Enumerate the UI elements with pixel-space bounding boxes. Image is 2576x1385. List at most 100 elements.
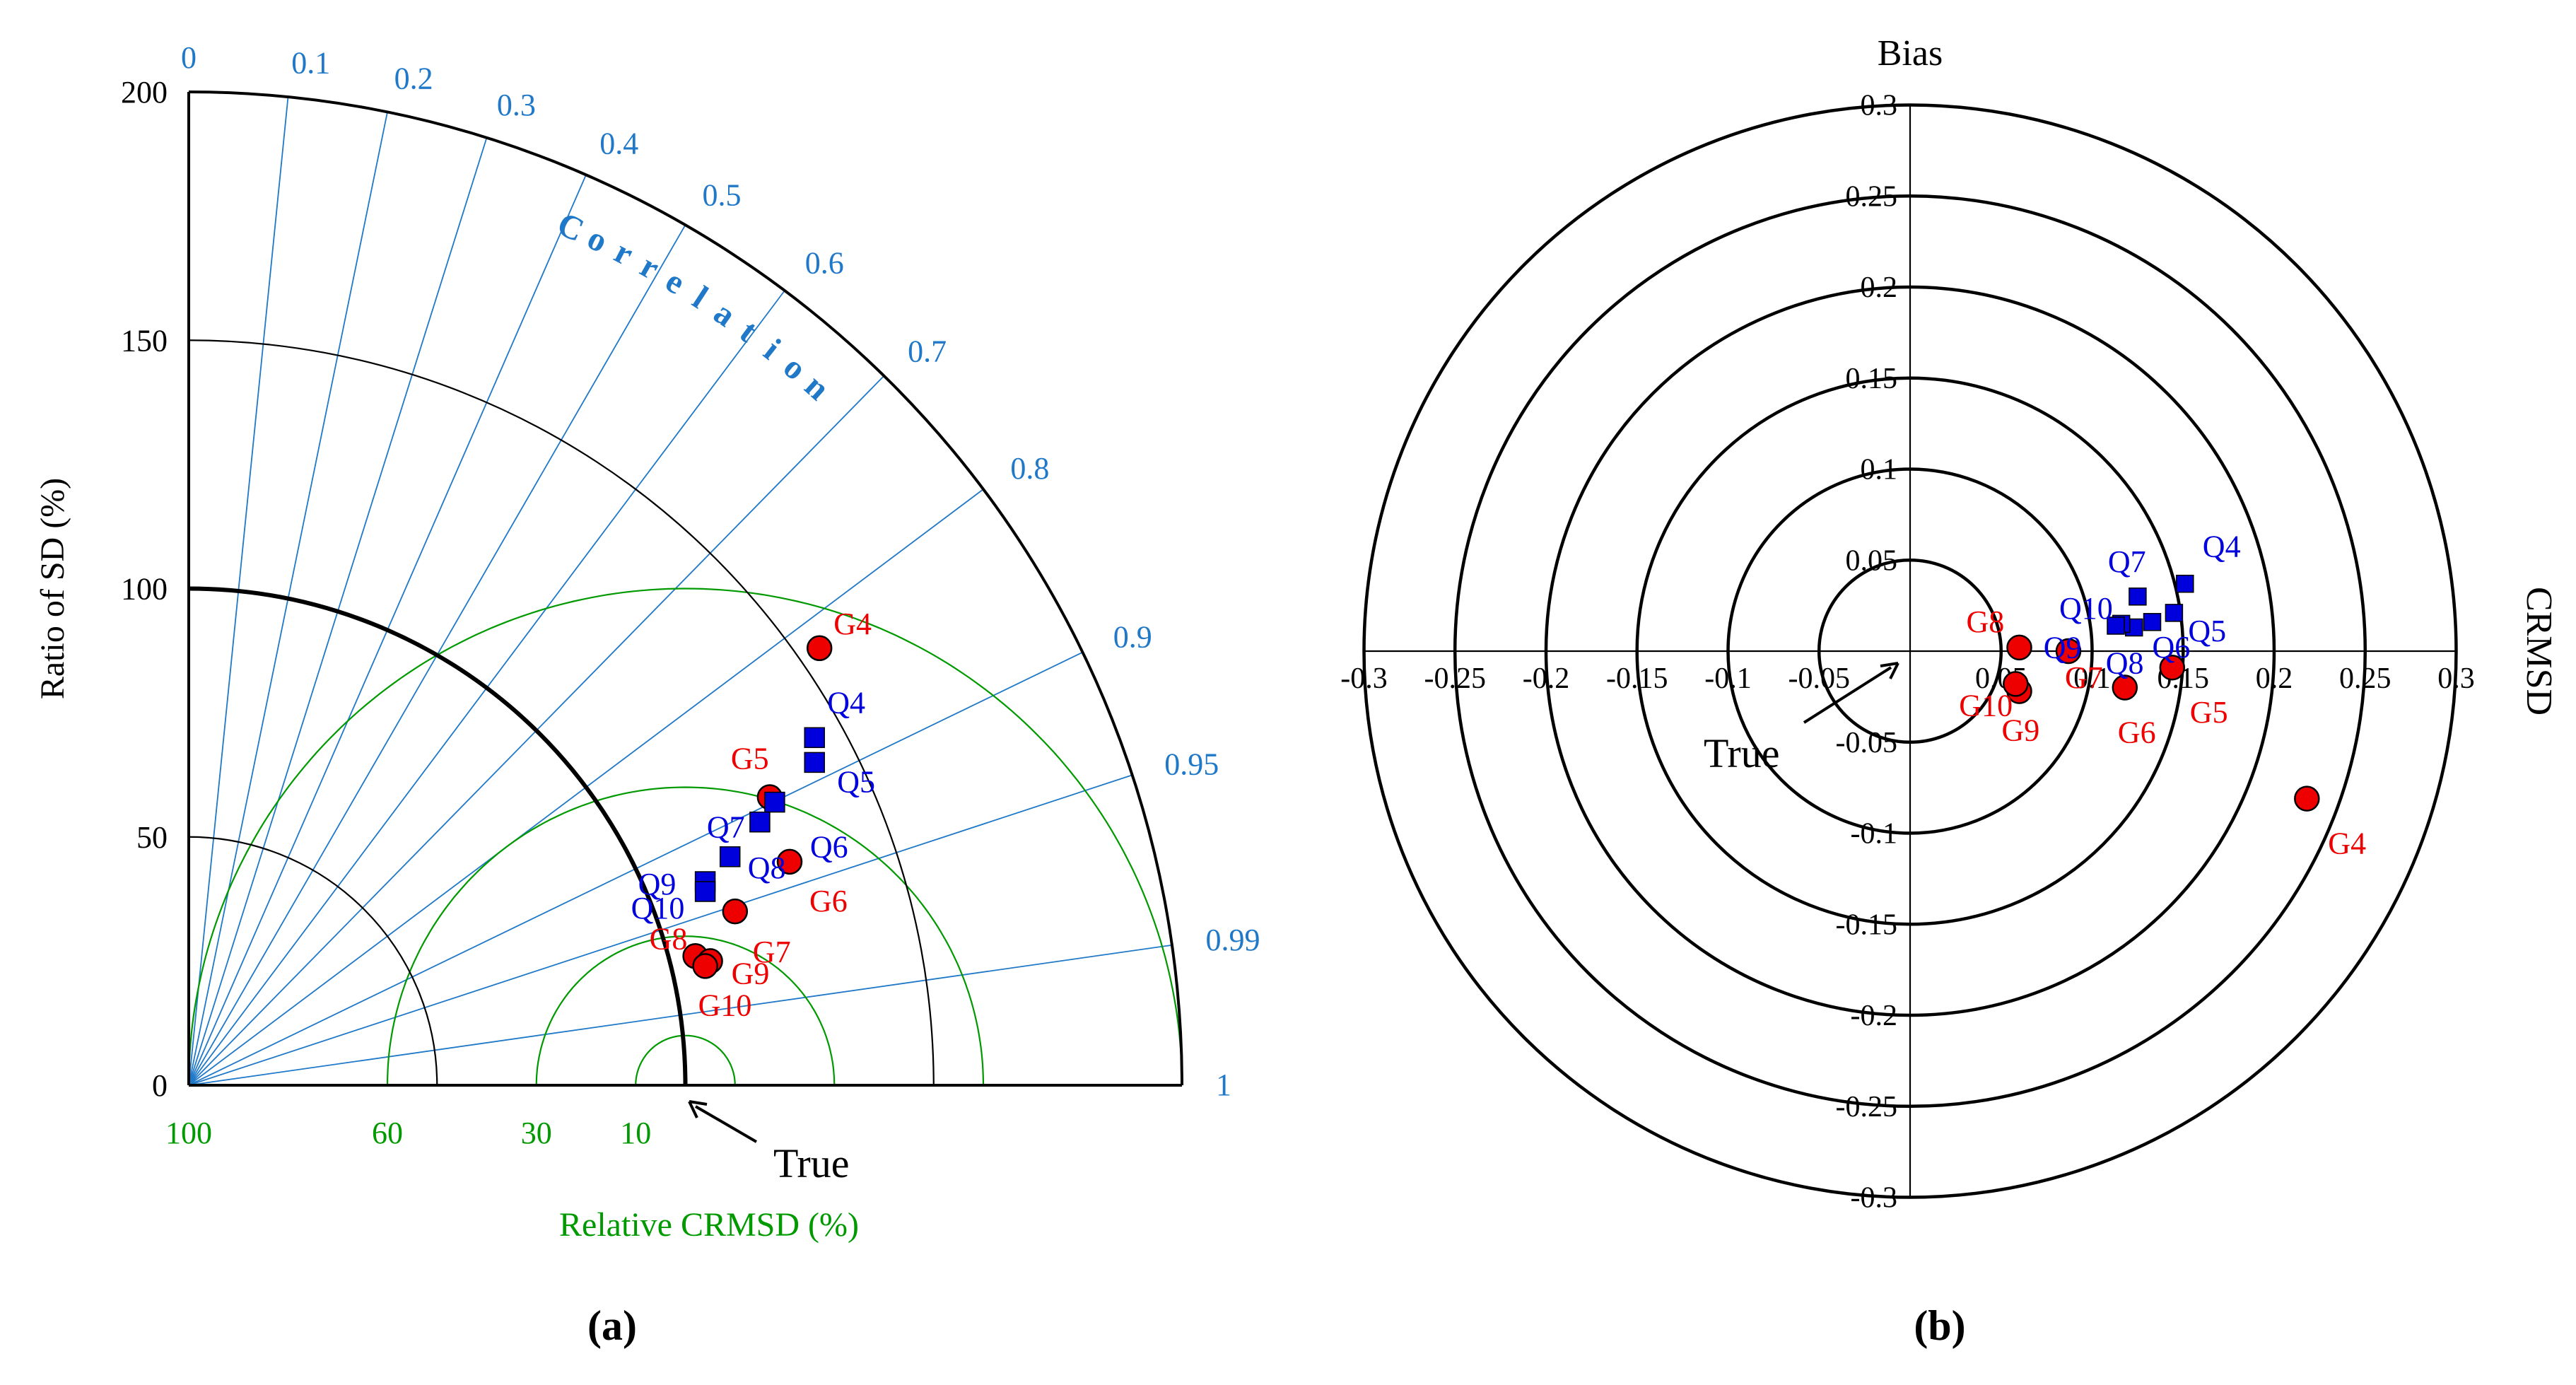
y-tick-label-0-3: 0.3 bbox=[1861, 90, 1898, 122]
sd-tick-label-150: 150 bbox=[121, 323, 168, 358]
target-point-q7 bbox=[2129, 588, 2147, 606]
y-tick-label-0-15: 0.15 bbox=[1846, 363, 1898, 395]
target-point-q4 bbox=[2176, 574, 2194, 593]
taylor-point-label-q9: Q9 bbox=[638, 867, 677, 901]
target-point-label-q8: Q8 bbox=[2106, 646, 2144, 681]
taylor-point-label-q4: Q4 bbox=[827, 685, 865, 720]
crmsd-axis-title: Relative CRMSD (%) bbox=[559, 1206, 859, 1244]
taylor-point-label-g7: G7 bbox=[753, 935, 791, 969]
taylor-point-label-q8: Q8 bbox=[748, 851, 786, 885]
target-point-label-g6: G6 bbox=[2118, 715, 2156, 750]
target-point-g10 bbox=[2003, 671, 2029, 697]
target-point-label-q4: Q4 bbox=[2203, 530, 2241, 564]
target-point-label-q9: Q9 bbox=[2044, 630, 2082, 665]
correlation-tick-label-0-95: 0.95 bbox=[1164, 747, 1219, 781]
taylor-point-label-g5: G5 bbox=[731, 742, 769, 776]
crmsd-tick-label-60: 60 bbox=[372, 1116, 403, 1150]
correlation-tick-label-0-9: 0.9 bbox=[1113, 620, 1152, 655]
y-tick-label-0-2: 0.2 bbox=[1861, 271, 1898, 304]
target-point-label-q5: Q5 bbox=[2188, 614, 2226, 648]
target-point-g7 bbox=[2055, 638, 2082, 665]
x-tick-label-0-15: -0.15 bbox=[1606, 662, 1668, 695]
taylor-point-label-g9: G9 bbox=[732, 956, 770, 990]
taylor-point-q7 bbox=[749, 811, 771, 833]
taylor-point-label-g10: G10 bbox=[698, 988, 752, 1022]
taylor-point-label-g6: G6 bbox=[809, 884, 848, 918]
target-point-g6 bbox=[2112, 674, 2138, 701]
target-point-label-g7: G7 bbox=[2065, 660, 2103, 695]
x-tick-label-0-25: -0.25 bbox=[1424, 662, 1487, 695]
true-arrow-shaft bbox=[694, 1105, 758, 1143]
y-tick-label-0-3: -0.3 bbox=[1851, 1182, 1898, 1215]
outer-arc bbox=[188, 90, 1183, 1086]
y-tick-label-0-2: -0.2 bbox=[1851, 1000, 1898, 1032]
y-tick-label-0-1: -0.1 bbox=[1851, 818, 1898, 851]
sd-tick-label-100: 100 bbox=[121, 572, 168, 607]
target-x-axis-title: CRMSD bbox=[2519, 587, 2559, 715]
true-label: True bbox=[773, 1140, 849, 1186]
target-point-label-g8: G8 bbox=[1967, 604, 2005, 639]
taylor-point-g7 bbox=[722, 898, 749, 925]
taylor-point-g10 bbox=[692, 953, 718, 979]
correlation-tick-label-1: 1 bbox=[1216, 1068, 1231, 1102]
x-tick-label-0-25: 0.25 bbox=[2339, 662, 2391, 695]
target-point-label-g9: G9 bbox=[2002, 713, 2040, 748]
sd-tick-label-200: 200 bbox=[121, 75, 168, 110]
target-point-label-g4: G4 bbox=[2328, 826, 2366, 861]
panel-b-caption: (b) bbox=[1914, 1302, 1965, 1349]
taylor-point-label-q6: Q6 bbox=[810, 830, 848, 865]
correlation-tick-label-0-1: 0.1 bbox=[291, 45, 330, 80]
taylor-diagram: 0 50 100 150 200 Ratio of SD (%) 0 0.1 0.2 0.3 0.4… bbox=[34, 40, 1260, 1244]
correlation-tick-label-0-3: 0.3 bbox=[497, 88, 536, 122]
crmsd-arc-30 bbox=[535, 935, 836, 1086]
target-point-g8 bbox=[2006, 634, 2032, 661]
correlation-tick-label-0: 0 bbox=[181, 40, 197, 75]
target-point-label-q6: Q6 bbox=[2153, 630, 2191, 665]
crmsd-arc-60 bbox=[386, 786, 985, 1086]
correlation-tick-label-0-6: 0.6 bbox=[805, 246, 844, 281]
y-tick-label-0-25: -0.25 bbox=[1836, 1091, 1898, 1123]
target-point-q5 bbox=[2165, 604, 2184, 622]
target-point-label-g10: G10 bbox=[1959, 688, 2013, 723]
x-tick-label-0-1: 0.1 bbox=[2073, 662, 2111, 695]
correlation-tick-label-0-8: 0.8 bbox=[1010, 451, 1049, 486]
correlation-tick-label-0-7: 0.7 bbox=[908, 334, 947, 368]
y-tick-label-0-05: 0.05 bbox=[1846, 544, 1898, 577]
taylor-point-label-g8: G8 bbox=[650, 921, 688, 956]
y-tick-label-0-05: -0.05 bbox=[1836, 727, 1898, 759]
taylor-point-label-q10: Q10 bbox=[631, 891, 685, 925]
taylor-point-label-q7: Q7 bbox=[707, 810, 745, 845]
y-tick-label-0-15: -0.15 bbox=[1836, 908, 1898, 941]
sd-tick-label-50: 50 bbox=[136, 820, 168, 855]
x-tick-label-0-2: -0.2 bbox=[1523, 662, 1570, 695]
reference-sd-arc bbox=[188, 586, 688, 1086]
panel-a-caption: (a) bbox=[587, 1302, 637, 1349]
correlation-tick-label-0-4: 0.4 bbox=[599, 126, 638, 160]
sd-arc-50 bbox=[188, 836, 438, 1086]
taylor-point-label-q5: Q5 bbox=[837, 764, 875, 799]
sd-tick-label-0: 0 bbox=[152, 1068, 168, 1103]
crmsd-tick-label-100: 100 bbox=[165, 1116, 212, 1150]
x-tick-label-0-1: -0.1 bbox=[1704, 662, 1752, 695]
y-tick-label-0-25: 0.25 bbox=[1846, 180, 1898, 213]
correlation-tick-label-0-5: 0.5 bbox=[703, 178, 742, 213]
target-point-g5 bbox=[2159, 654, 2186, 681]
taylor-point-q4 bbox=[804, 727, 825, 749]
sd-arc-150 bbox=[188, 339, 935, 1086]
crmsd-tick-label-10: 10 bbox=[620, 1116, 651, 1150]
x-tick-label-0-3: 0.3 bbox=[2437, 662, 2475, 695]
taylor-point-q8 bbox=[719, 846, 741, 867]
target-point-q6 bbox=[2143, 613, 2162, 631]
taylor-point-g6 bbox=[776, 848, 803, 875]
taylor-point-label-g4: G4 bbox=[833, 607, 872, 641]
taylor-point-q6 bbox=[764, 791, 785, 813]
target-true-arrow-shaft bbox=[1803, 666, 1892, 724]
correlation-tick-label-0-2: 0.2 bbox=[394, 61, 433, 95]
correlation-tick-label-0-99: 0.99 bbox=[1206, 923, 1260, 957]
target-true-arrow-head bbox=[1880, 662, 1899, 679]
target-point-label-q7: Q7 bbox=[2108, 544, 2146, 579]
crmsd-tick-label-30: 30 bbox=[521, 1116, 552, 1150]
taylor-point-q10 bbox=[694, 881, 716, 902]
target-point-g4 bbox=[2294, 785, 2320, 812]
